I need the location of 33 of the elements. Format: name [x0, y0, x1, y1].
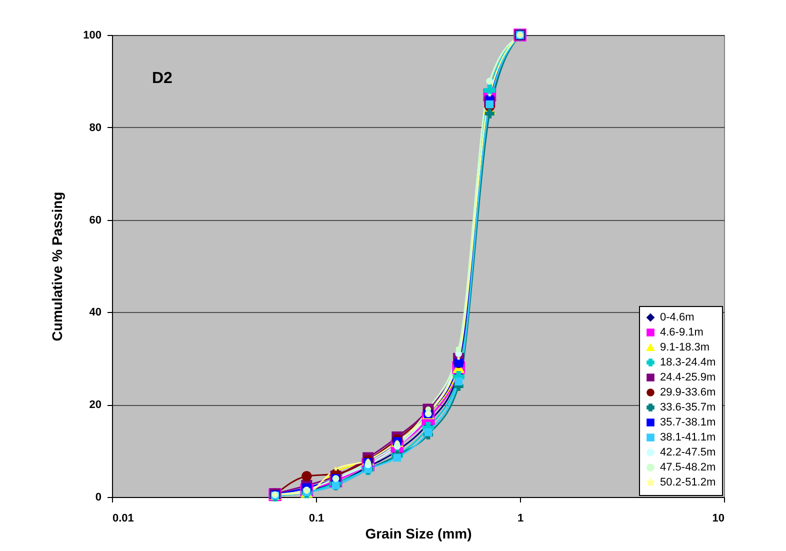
legend-label: 0-4.6m	[660, 312, 694, 324]
legend-label: 50.2-51.2m	[660, 476, 716, 488]
legend-label: 42.2-47.5m	[660, 446, 716, 458]
y-tick-label: 60	[89, 214, 102, 226]
x-tick-label: 10	[712, 512, 724, 524]
legend-label: 4.6-9.1m	[660, 326, 704, 338]
point	[484, 108, 494, 118]
point	[302, 471, 312, 482]
x-tick-label: 0.1	[308, 512, 324, 524]
point	[393, 454, 402, 462]
legend-label: 33.6-35.7m	[660, 402, 716, 414]
legend-label: 9.1-18.3m	[660, 342, 710, 354]
legend-label: 18.3-24.4m	[660, 356, 716, 368]
y-axis-title: Cumulative % Passing	[49, 192, 66, 342]
legend-label: 47.5-48.2m	[660, 462, 716, 474]
y-tick-label: 80	[89, 122, 102, 134]
point	[456, 346, 462, 352]
legend-label: 29.9-33.6m	[660, 386, 716, 398]
legend-label: 35.7-38.1m	[660, 416, 716, 428]
legend-label: 24.4-25.9m	[660, 372, 716, 384]
x-axis-title: Grain Size (mm)	[365, 526, 472, 542]
y-tick-label: 20	[89, 399, 102, 412]
annotation: D2	[152, 70, 173, 87]
point	[334, 467, 338, 471]
y-tick-label: 40	[89, 306, 102, 319]
x-tick-label: 1	[517, 512, 524, 524]
x-tick-label: 0.01	[112, 512, 134, 524]
point	[454, 378, 463, 386]
legend-label: 38.1-41.1m	[660, 432, 716, 444]
y-tick-label: 100	[83, 30, 102, 42]
y-tick-label: 0	[95, 492, 102, 504]
point	[424, 428, 432, 436]
point	[486, 100, 494, 108]
